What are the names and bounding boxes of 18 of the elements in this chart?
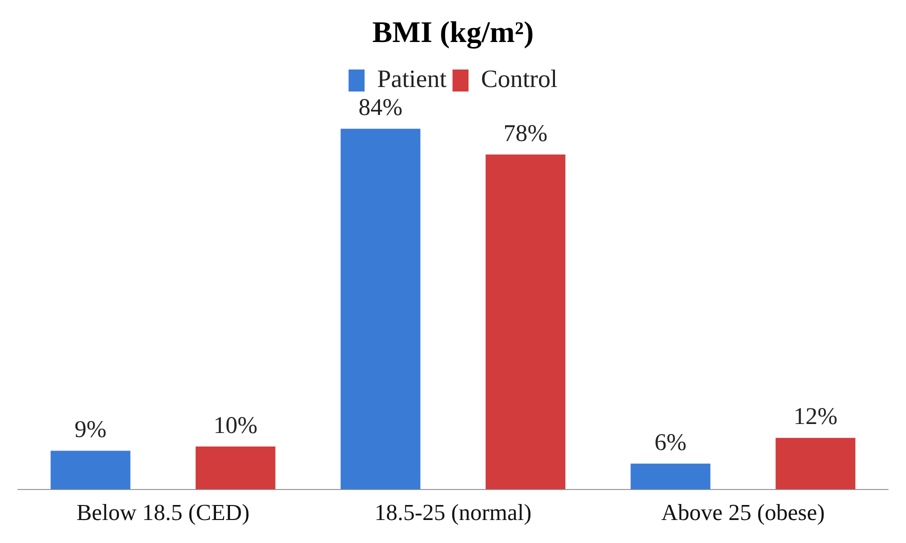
data-label: 9%	[74, 417, 106, 444]
x-tick-label: Above 25 (obese)	[661, 500, 825, 526]
bar	[776, 438, 856, 490]
data-label: 6%	[654, 430, 686, 456]
bar	[630, 464, 710, 490]
data-label: 84%	[358, 95, 402, 122]
bar	[340, 128, 420, 490]
data-label: 78%	[504, 120, 548, 147]
legend-label: Control	[481, 66, 558, 94]
data-label: 10%	[214, 412, 258, 439]
data-label: 12%	[794, 404, 838, 430]
chart-title: BMI (kg/m²)	[372, 16, 534, 49]
x-tick-label: Below 18.5 (CED)	[76, 500, 250, 526]
x-tick-label: 18.5-25 (normal)	[374, 500, 532, 526]
legend-label: Patient	[377, 66, 447, 94]
bar	[486, 154, 566, 490]
bar	[50, 450, 130, 490]
bar	[196, 446, 276, 490]
